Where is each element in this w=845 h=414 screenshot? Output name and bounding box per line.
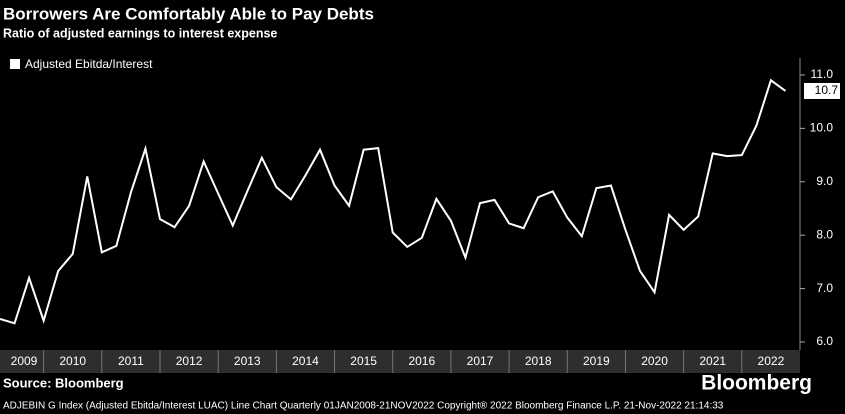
x-tick-label: 2016: [408, 354, 435, 368]
chart-title: Borrowers Are Comfortably Able to Pay De…: [3, 4, 374, 23]
x-tick-label: 2019: [583, 354, 610, 368]
brand: Bloomberg: [701, 372, 812, 395]
x-tick-label: 2014: [292, 354, 319, 368]
legend-label: Adjusted Ebitda/Interest: [25, 57, 153, 71]
x-tick-label: 2012: [176, 354, 203, 368]
legend-swatch: [10, 59, 20, 69]
x-axis-band: [0, 350, 800, 373]
value-label: 10.7: [815, 83, 839, 97]
x-tick-label: 2010: [59, 354, 86, 368]
y-tick-label: 7.0: [816, 281, 833, 295]
y-tick-label: 11.0: [811, 67, 834, 81]
x-tick-label: 2020: [641, 354, 668, 368]
chart-subtitle: Ratio of adjusted earnings to interest e…: [3, 26, 277, 40]
value-label-box: [804, 82, 840, 99]
source: Source: Bloomberg: [3, 375, 124, 390]
footnote: ADJEBIN G Index (Adjusted Ebitda/Interes…: [3, 401, 724, 412]
y-tick-label: 10.0: [810, 121, 834, 135]
x-tick-label: 2018: [525, 354, 552, 368]
x-tick-label: 2009: [11, 354, 38, 368]
y-tick-label: 8.0: [816, 227, 833, 241]
x-tick-label: 2021: [699, 354, 726, 368]
y-tick-label: 9.0: [816, 174, 833, 188]
x-tick-label: 2015: [350, 354, 377, 368]
x-tick-label: 2011: [118, 354, 144, 368]
x-tick-label: 2022: [758, 354, 785, 368]
x-tick-label: 2017: [467, 354, 494, 368]
y-tick-label: 6.0: [816, 334, 833, 348]
series-line: [0, 78, 787, 325]
x-tick-label: 2013: [234, 354, 261, 368]
